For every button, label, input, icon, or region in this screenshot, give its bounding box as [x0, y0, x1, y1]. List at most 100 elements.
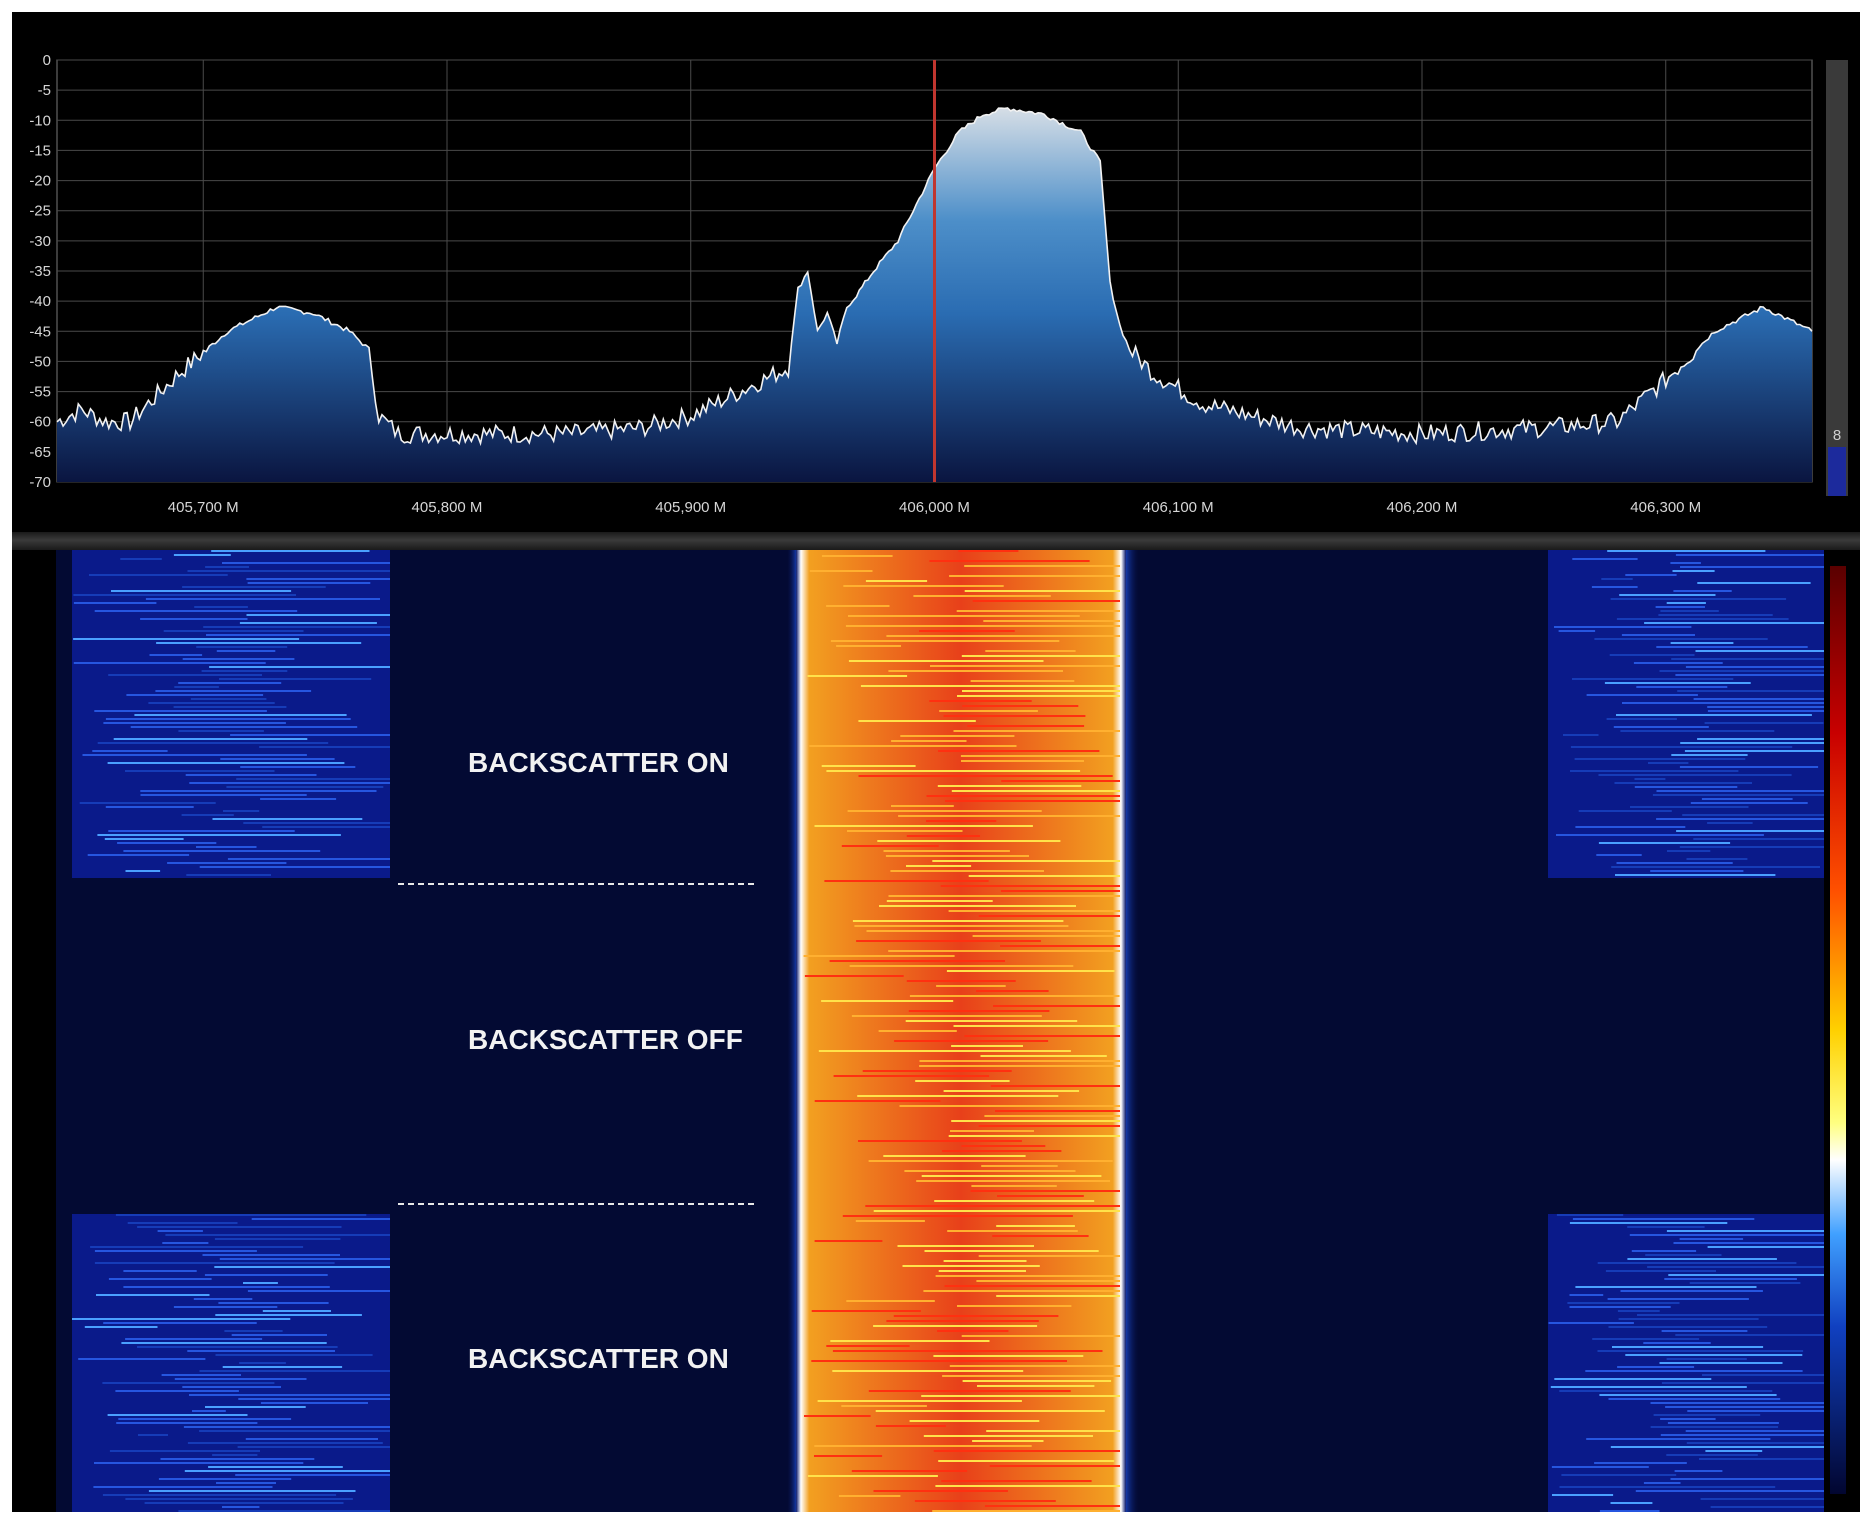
noise-stripe	[107, 762, 345, 764]
noise-stripe	[246, 578, 390, 580]
noise-stripe	[1572, 678, 1734, 680]
band-stripe	[897, 1245, 1034, 1247]
band-stripe	[919, 1065, 1120, 1067]
band-stripe	[962, 690, 1120, 692]
band-stripe	[942, 1150, 1062, 1152]
noise-stripe	[182, 1386, 281, 1388]
noise-stripe	[1607, 1298, 1749, 1300]
band-stripe	[940, 885, 1120, 887]
noise-stripe	[223, 810, 260, 812]
noise-stripe	[94, 1262, 335, 1264]
y-tick-label: -20	[29, 173, 51, 190]
noise-stripe	[157, 1230, 203, 1232]
level-meter-track[interactable]	[1826, 60, 1848, 496]
band-stripe	[865, 580, 928, 582]
spectrum-plot[interactable]: 0 -5 -10 -15 -20 -25 -30 -35 -40 -45 -50 -55 -60 -65 -…	[12, 12, 1860, 532]
band-stripe	[832, 1350, 1103, 1352]
band-stripe	[833, 1075, 990, 1077]
noise-stripe	[1679, 1238, 1744, 1240]
band-stripe	[858, 720, 976, 722]
noise-stripe	[1667, 1422, 1779, 1424]
band-stripe	[821, 765, 916, 767]
noise-stripe	[108, 674, 262, 676]
noise-stripe	[102, 1494, 337, 1496]
spectrum-trace	[56, 107, 1813, 447]
noise-stripe	[1666, 602, 1706, 604]
band-stripe	[961, 1335, 1120, 1337]
band-stripe	[847, 830, 963, 832]
band-stripe	[938, 750, 1100, 752]
noise-stripe	[1570, 746, 1793, 748]
band-stripe	[814, 1445, 1032, 1447]
band-stripe	[964, 1035, 1120, 1037]
noise-stripe	[163, 630, 304, 632]
band-stripe	[843, 585, 1004, 587]
noise-stripe	[1614, 782, 1752, 784]
noise-stripe	[125, 1338, 263, 1340]
noise-stripe	[243, 822, 390, 824]
y-tick-label: -50	[29, 353, 51, 370]
noise-stripe	[215, 1314, 362, 1316]
level-meter-value: 8	[1833, 427, 1841, 444]
band-stripe	[964, 565, 1120, 567]
noise-stripe	[1559, 1390, 1773, 1392]
band-stripe	[879, 905, 1076, 907]
band-stripe	[845, 625, 1120, 627]
band-stripe	[826, 1345, 910, 1347]
noise-stripe	[103, 722, 286, 724]
noise-stripe	[173, 1306, 278, 1308]
spectrum-panel[interactable]: 0 -5 -10 -15 -20 -25 -30 -35 -40 -45 -50 -55 -60 -65 -…	[12, 12, 1860, 532]
band-stripe	[976, 1280, 1120, 1282]
band-stripe	[836, 645, 901, 647]
band-stripe	[913, 595, 1051, 597]
band-stripe	[967, 725, 1085, 727]
noise-stripe	[202, 1254, 340, 1256]
noise-stripe	[1591, 586, 1638, 588]
band-stripe	[947, 1230, 1078, 1232]
noise-stripe	[239, 622, 377, 624]
noise-stripe	[165, 1234, 390, 1236]
noise-stripe	[1630, 806, 1749, 808]
noise-stripe	[1645, 1254, 1722, 1256]
band-stripe	[817, 1400, 1022, 1402]
noise-stripe	[1707, 710, 1824, 712]
noise-stripe	[260, 798, 337, 800]
band-stripe	[949, 1365, 1120, 1367]
noise-stripe	[148, 1490, 356, 1492]
noise-stripe	[214, 1266, 390, 1268]
noise-stripe	[1610, 598, 1787, 600]
waterfall-display[interactable]: BACKSCATTER ON BACKSCATTER OFF BACKSCATT…	[12, 550, 1860, 1512]
band-stripe	[830, 640, 1060, 642]
noise-stripe	[1690, 802, 1808, 804]
band-stripe	[935, 1275, 1120, 1277]
colormap-scale-bar[interactable]	[1830, 566, 1846, 1494]
band-stripe	[926, 795, 1120, 797]
noise-stripe	[262, 1310, 331, 1312]
noise-stripe	[1643, 1482, 1681, 1484]
noise-stripe	[219, 1258, 390, 1260]
noise-stripe	[1605, 1270, 1716, 1272]
band-stripe	[883, 850, 1010, 852]
noise-stripe	[123, 1270, 197, 1272]
noise-stripe	[156, 642, 362, 644]
noise-stripe	[1685, 666, 1824, 668]
waterfall-panel[interactable]: BACKSCATTER ON BACKSCATTER OFF BACKSCATT…	[12, 550, 1860, 1512]
band-stripe	[902, 1265, 1040, 1267]
noise-stripe	[1608, 1398, 1781, 1400]
band-stripe	[818, 1050, 1071, 1052]
noise-stripe	[1594, 638, 1768, 640]
noise-stripe	[1554, 626, 1692, 628]
noise-stripe	[111, 590, 292, 592]
noise-stripe	[199, 866, 390, 868]
band-stripe	[962, 1380, 1112, 1382]
noise-stripe	[105, 718, 351, 720]
noise-stripe	[148, 702, 275, 704]
band-stripe	[857, 1095, 1059, 1097]
noise-stripe	[1567, 1302, 1680, 1304]
band-stripe	[848, 615, 1080, 617]
panel-splitter[interactable]	[12, 532, 1860, 550]
noise-stripe	[92, 750, 168, 752]
noise-stripe	[262, 826, 390, 828]
noise-stripe	[1558, 630, 1596, 632]
noise-stripe	[1608, 1326, 1768, 1328]
